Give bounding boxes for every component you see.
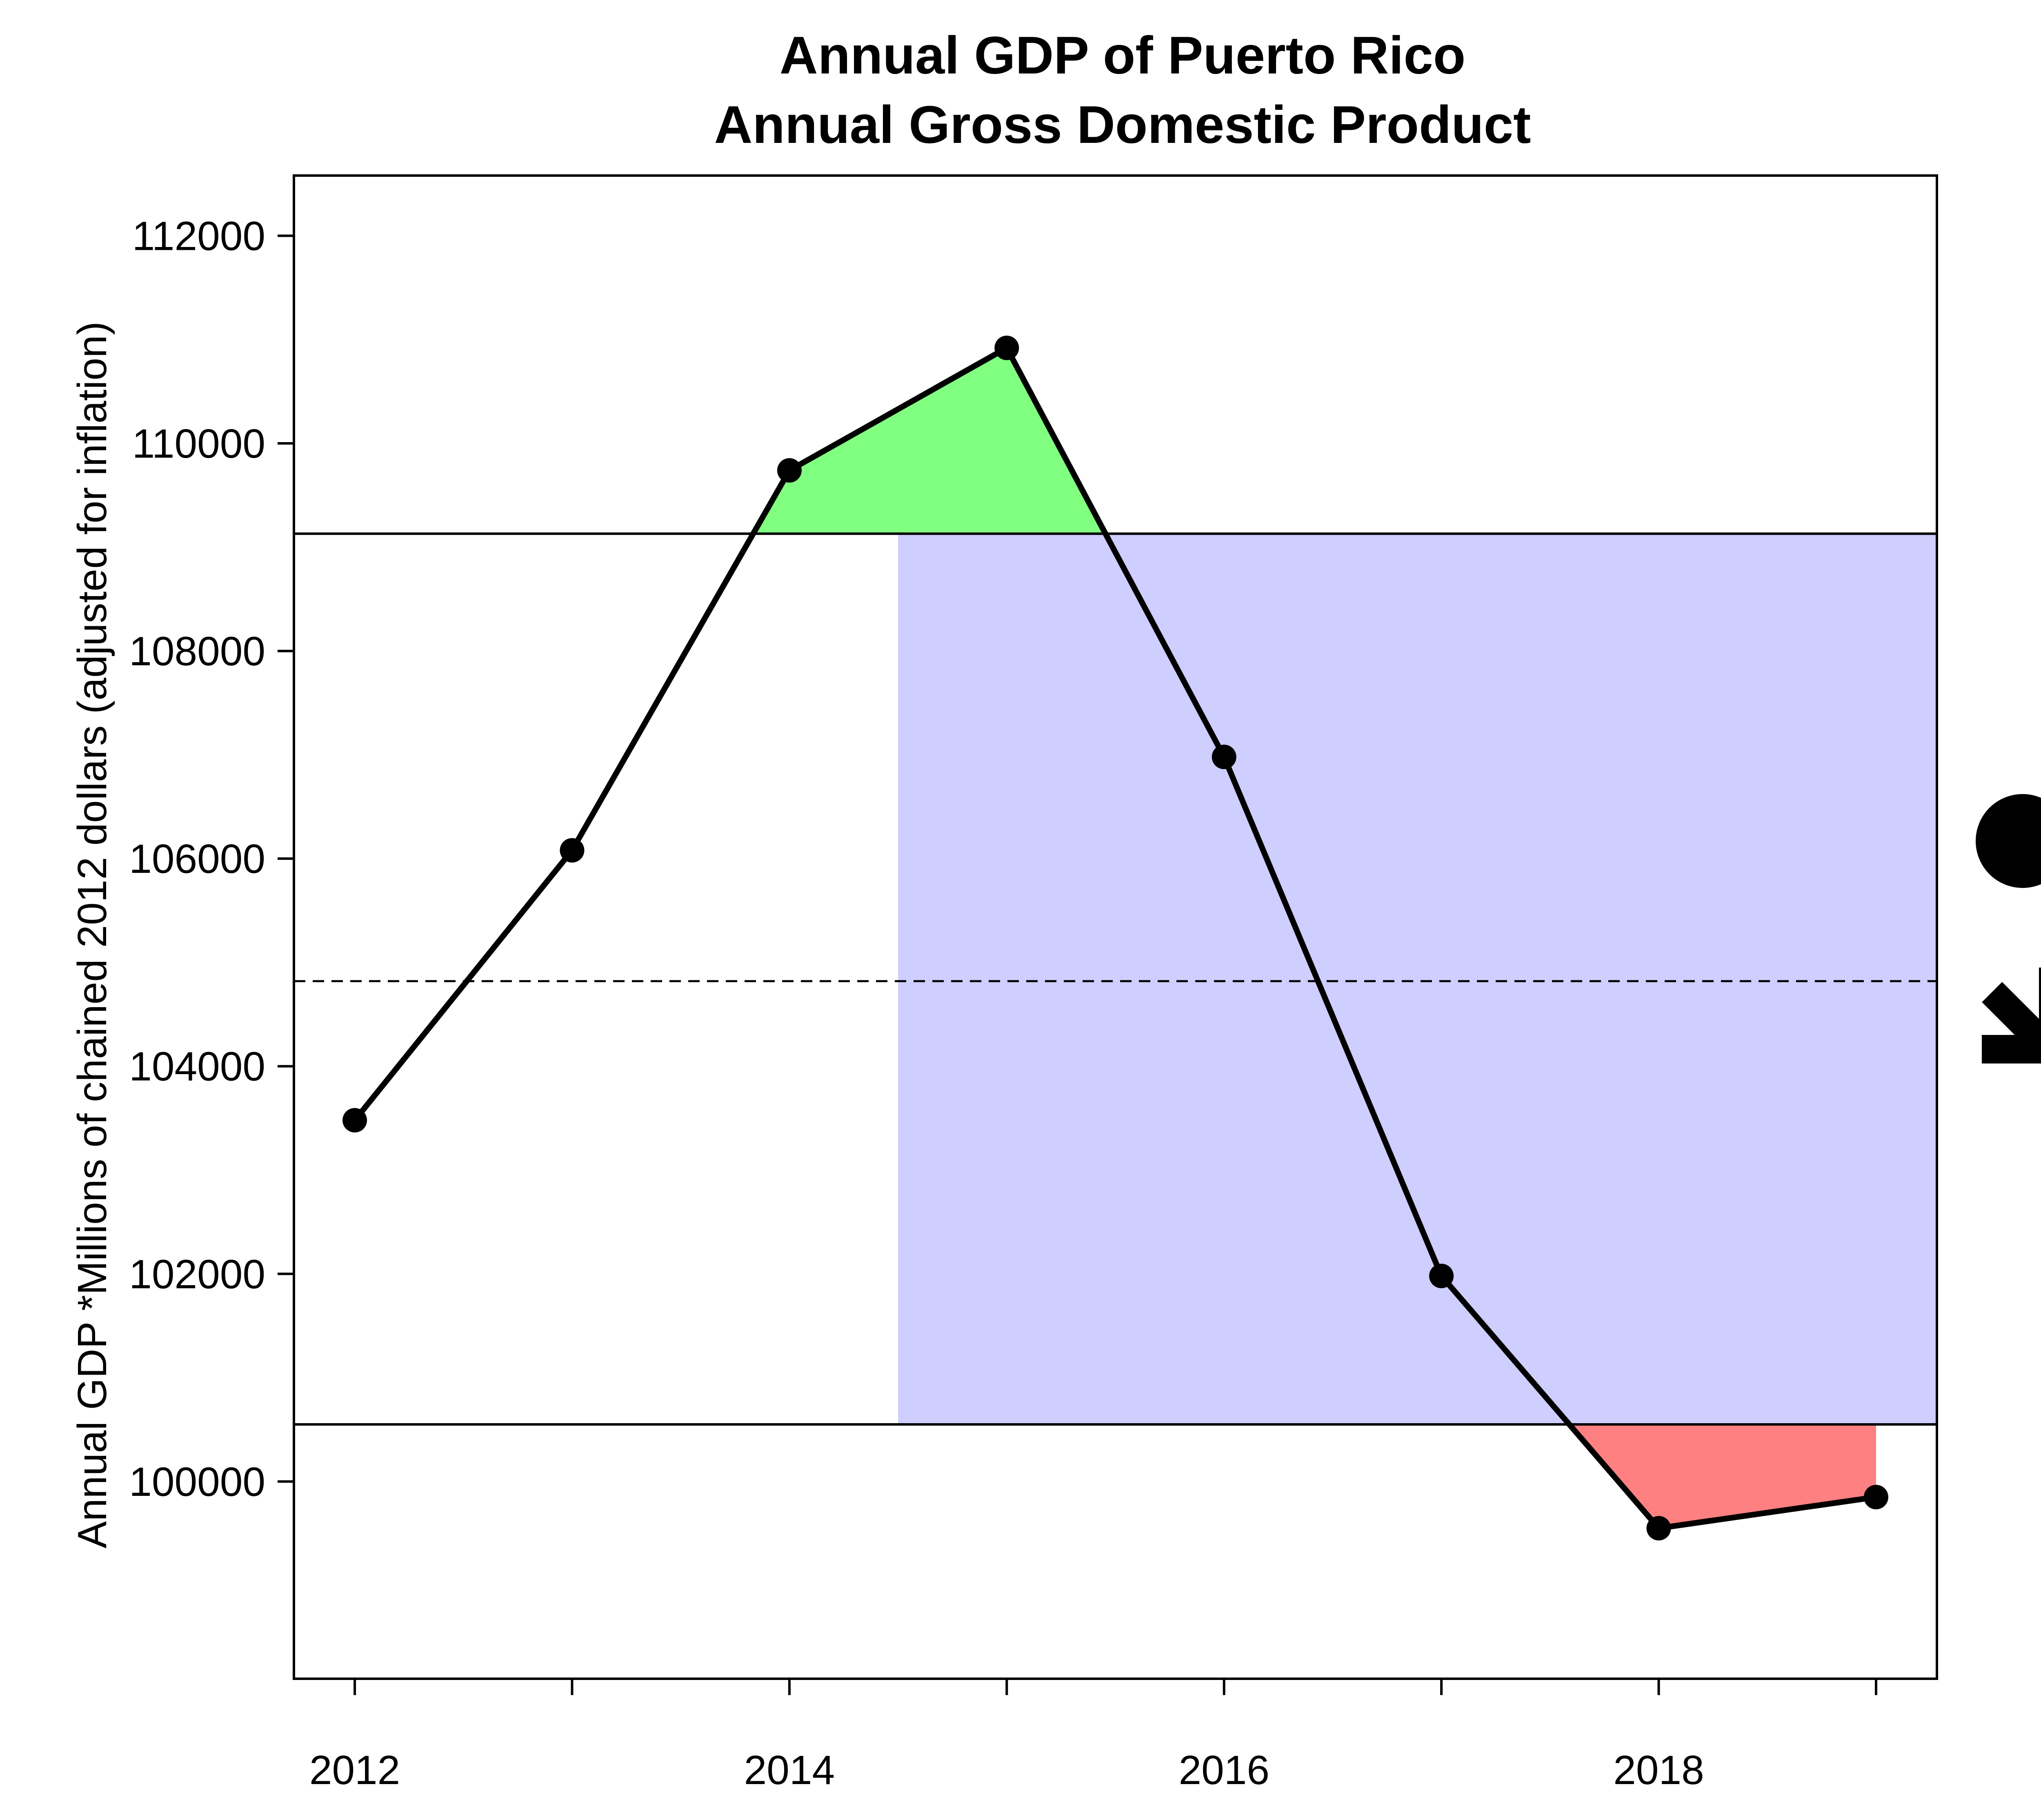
- y-tick-label-104000: 104000: [129, 1044, 265, 1090]
- x-tick-label-2014: 2014: [744, 1747, 835, 1793]
- y-tick-label-106000: 106000: [129, 836, 265, 882]
- y-axis-label: Annual GDP *Millions of chained 2012 dol…: [69, 321, 115, 1548]
- data-point-2017: [1429, 1264, 1454, 1288]
- circle-icon: [1976, 794, 2041, 888]
- y-tick-label-100000: 100000: [129, 1459, 265, 1505]
- data-point-2015: [994, 336, 1019, 360]
- highlight-region: [898, 534, 1937, 1425]
- y-tick-label-102000: 102000: [129, 1251, 265, 1297]
- plot-frame: [293, 174, 1938, 1680]
- x-tick-label-2016: 2016: [1178, 1747, 1269, 1793]
- y-tick-label-110000: 110000: [132, 421, 265, 467]
- below-threshold-fill: [1569, 1424, 1876, 1529]
- plot-area: [294, 336, 1937, 1541]
- axes: 100000 102000 104000 106000 108000 110000 1120…: [129, 174, 1938, 1793]
- data-point-2013: [560, 838, 585, 863]
- data-point-2014: [777, 458, 802, 483]
- x-tick-label-2012: 2012: [309, 1747, 400, 1793]
- down-right-arrow-icon: [1982, 968, 2041, 1064]
- data-point-2018: [1646, 1516, 1671, 1541]
- data-point-2016: [1212, 744, 1236, 769]
- data-point-2012: [342, 1108, 367, 1132]
- chart-title: Annual GDP of Puerto Rico: [780, 25, 1465, 85]
- data-point-2019: [1863, 1485, 1888, 1510]
- trend-indicator: [1976, 794, 2041, 1064]
- chart-subtitle: Annual Gross Domestic Product: [714, 95, 1531, 154]
- gdp-series-line: [352, 345, 1876, 1531]
- x-tick-label-2018: 2018: [1613, 1747, 1704, 1793]
- y-tick-label-112000: 112000: [132, 213, 265, 259]
- above-threshold-fill: [753, 348, 1106, 534]
- y-tick-label-108000: 108000: [129, 629, 265, 674]
